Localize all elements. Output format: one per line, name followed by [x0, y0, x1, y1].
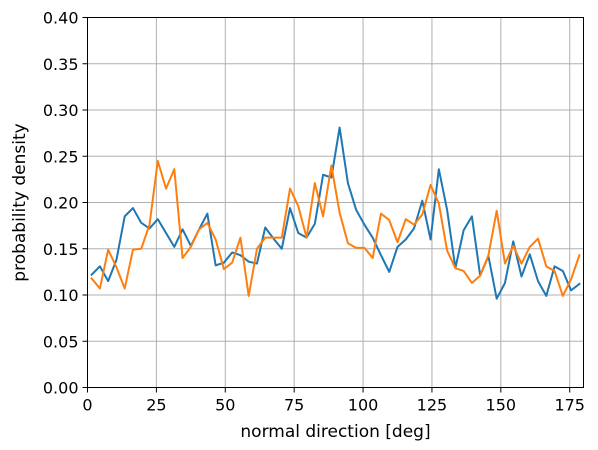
- x-tick-label: 25: [146, 396, 166, 415]
- y-tick-label: 0.10: [43, 286, 79, 305]
- x-tick-label: 150: [486, 396, 517, 415]
- y-tick-label: 0.05: [43, 332, 79, 351]
- x-axis-label: normal direction [deg]: [240, 422, 430, 442]
- y-tick-label: 0.15: [43, 240, 79, 259]
- y-tick-label: 0.30: [43, 101, 79, 120]
- y-tick-label: 0.35: [43, 55, 79, 74]
- plot-series: [90, 126, 581, 300]
- x-tick-label: 175: [554, 396, 585, 415]
- x-tick-label: 0: [82, 396, 92, 415]
- y-axis-label: probability density: [10, 123, 30, 281]
- x-tick-label: 100: [348, 396, 379, 415]
- x-tick-label: 50: [215, 396, 235, 415]
- y-tick-label: 0.40: [43, 9, 79, 28]
- axis-ticks: 0 25 50 75 100 125 150 175 0.00 0.05 0.10 0.15 0.20 0…: [43, 9, 585, 415]
- series-line-1: [90, 126, 581, 300]
- y-tick-label: 0.00: [43, 379, 79, 398]
- x-tick-label: 75: [284, 396, 304, 415]
- y-tick-label: 0.25: [43, 147, 79, 166]
- y-tick-label: 0.20: [43, 194, 79, 213]
- x-tick-label: 125: [417, 396, 448, 415]
- series-line-2: [90, 159, 581, 297]
- grid: [87, 17, 584, 388]
